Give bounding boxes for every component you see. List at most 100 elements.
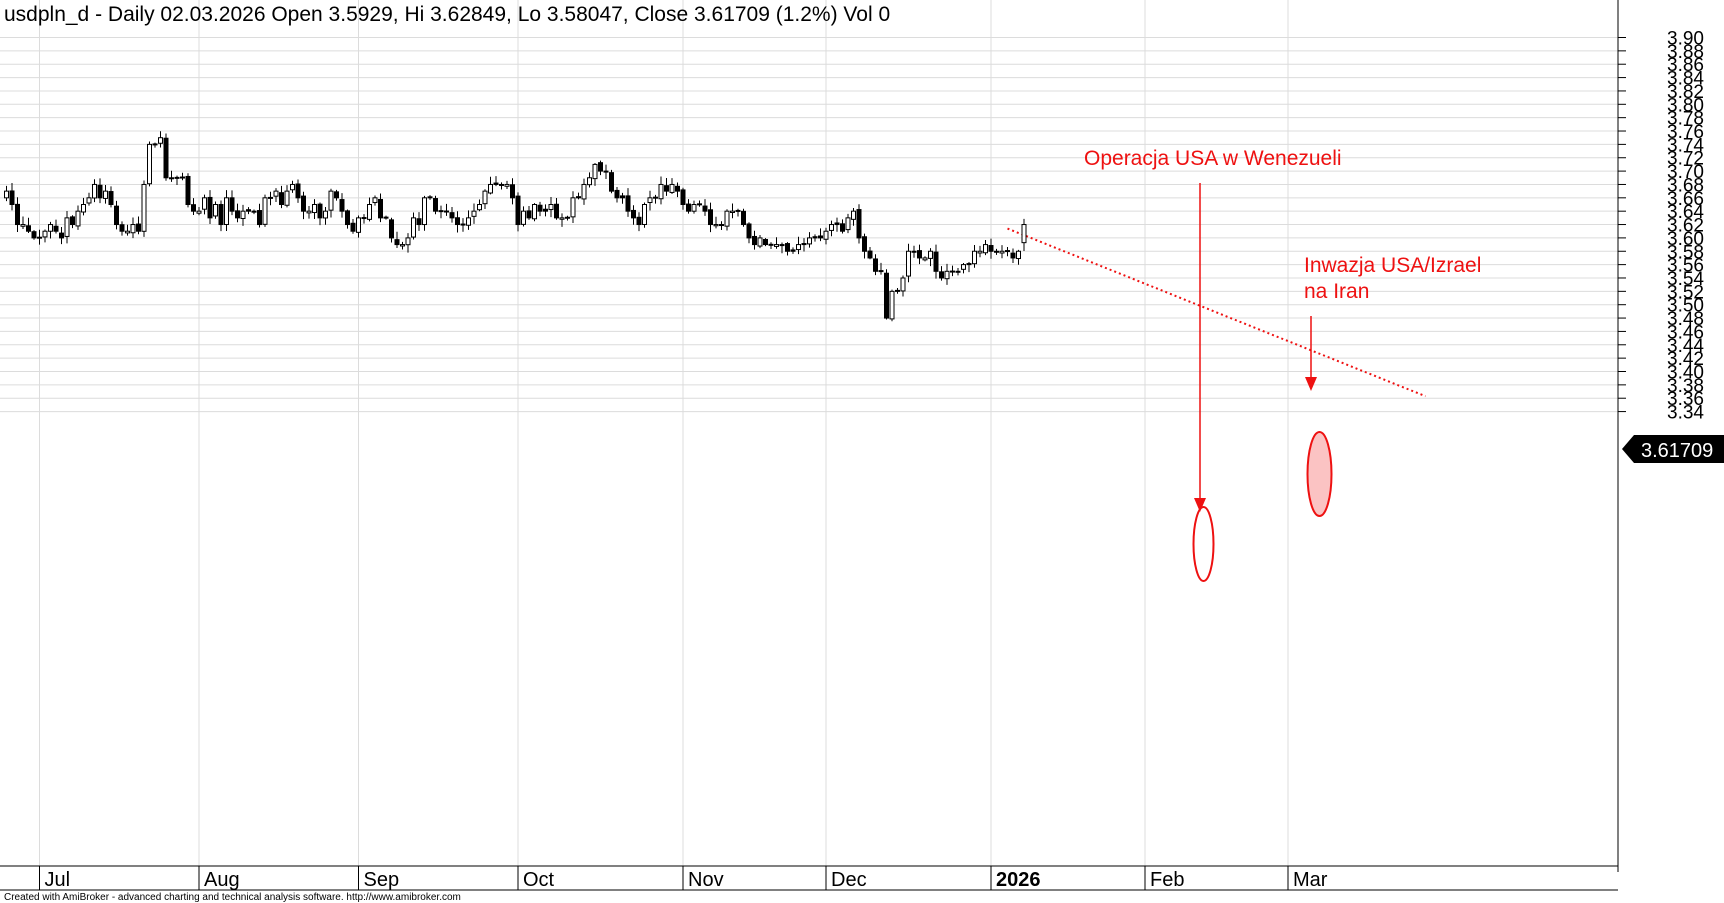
candle: [488, 176, 493, 195]
candle: [944, 263, 950, 285]
candle: [972, 245, 977, 268]
candle-body: [9, 190, 15, 205]
candle-body: [218, 204, 224, 226]
candle-body: [26, 225, 31, 232]
arrow-iran: [1305, 316, 1317, 391]
candle-body: [741, 210, 746, 226]
candle-body: [75, 210, 81, 227]
candle: [576, 192, 581, 200]
candle: [229, 190, 235, 216]
candle-body: [614, 189, 620, 199]
candle-body: [911, 250, 917, 253]
candle: [372, 195, 378, 206]
candle: [174, 175, 180, 185]
candle: [988, 238, 994, 259]
candle: [961, 263, 966, 274]
candle: [185, 173, 191, 208]
candle-body: [658, 183, 664, 200]
candle: [845, 213, 851, 234]
candle-body: [933, 251, 939, 272]
y-tick-label: 3.54: [1667, 269, 1704, 290]
candle: [713, 216, 719, 229]
candle: [680, 187, 686, 210]
candle: [741, 208, 746, 227]
candle-body: [317, 203, 323, 219]
candle: [103, 185, 108, 204]
candle: [1016, 249, 1021, 265]
candle: [895, 287, 900, 294]
candle-body: [746, 223, 752, 239]
candle-body: [213, 204, 218, 217]
candle: [955, 268, 961, 276]
candle: [867, 246, 873, 260]
candle: [510, 178, 515, 205]
candle: [603, 164, 609, 179]
y-tick-label: 3.64: [1667, 202, 1704, 223]
y-tick-label: 3.40: [1667, 363, 1704, 384]
candle-body: [675, 185, 680, 192]
candle-body: [862, 236, 867, 252]
candle: [922, 256, 928, 262]
y-tick-label: 3.62: [1667, 216, 1704, 237]
candle: [697, 200, 702, 207]
y-tick-label: 3.52: [1667, 282, 1704, 303]
candle: [1021, 218, 1027, 251]
candle-body: [273, 190, 279, 197]
candle-body: [603, 170, 609, 173]
candle-body: [669, 183, 675, 193]
candle-body: [136, 223, 141, 232]
candle-body: [752, 235, 757, 246]
candle: [394, 231, 400, 249]
candle-body: [702, 205, 708, 212]
candle: [42, 229, 48, 243]
candle-body: [642, 204, 647, 225]
candle-body: [834, 222, 840, 226]
candle-body: [950, 270, 955, 273]
arrow-venezuela: [1194, 183, 1206, 512]
candle: [273, 188, 279, 203]
candle: [873, 254, 878, 276]
candle-body: [900, 277, 906, 292]
y-tick-label: 3.58: [1667, 242, 1704, 263]
candle: [592, 162, 598, 186]
candle-body: [713, 224, 719, 227]
candle-body: [570, 197, 576, 218]
candle: [543, 204, 548, 217]
candle: [411, 212, 416, 240]
candle: [196, 207, 202, 216]
candle: [356, 215, 361, 238]
candle-body: [708, 209, 713, 226]
candle: [537, 201, 543, 217]
candle-body: [763, 238, 768, 246]
candle-body: [482, 190, 488, 205]
candle-body: [42, 230, 48, 238]
last-value-label: 3.61709: [1641, 440, 1713, 462]
candle: [548, 196, 554, 218]
candle: [477, 199, 482, 212]
candle-body: [856, 209, 862, 239]
last-value-marker: 3.61709: [1622, 435, 1724, 463]
candle-body: [444, 210, 449, 213]
candle: [785, 242, 790, 256]
candle: [4, 185, 9, 202]
candle-body: [664, 185, 669, 192]
candle-body: [449, 212, 455, 219]
candle: [565, 215, 570, 221]
candle: [532, 203, 537, 222]
y-tick-label: 3.86: [1667, 55, 1704, 76]
candle-body: [697, 203, 702, 206]
candle-body: [125, 230, 130, 234]
candle: [1010, 248, 1016, 264]
candle: [235, 203, 240, 223]
y-axis: 3.343.363.383.403.423.443.463.483.503.52…: [1618, 29, 1704, 424]
candle: [917, 244, 922, 265]
candle: [257, 203, 262, 228]
candle-body: [427, 196, 433, 199]
candle-body: [229, 197, 235, 212]
candle-body: [37, 236, 42, 239]
candle-body: [576, 196, 581, 199]
candle: [625, 188, 631, 217]
candle: [339, 193, 345, 218]
candle-body: [438, 210, 444, 213]
